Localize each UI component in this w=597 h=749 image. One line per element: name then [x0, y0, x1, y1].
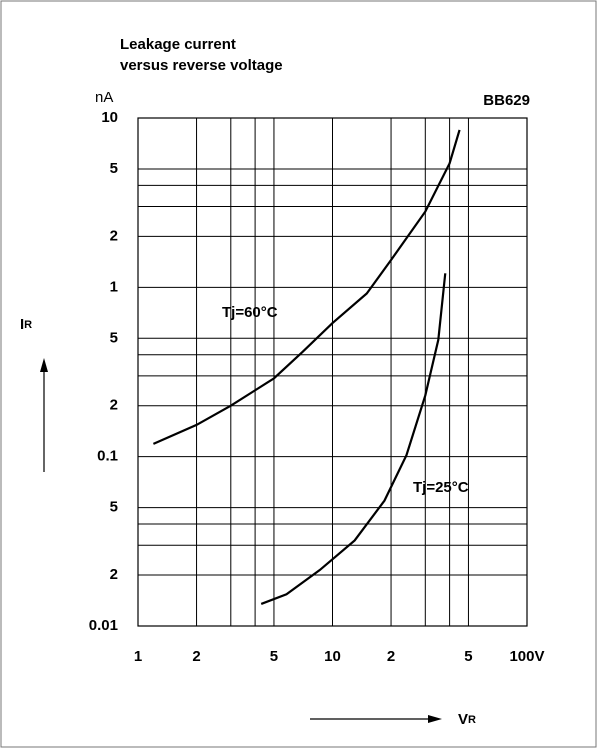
y-label-main: I [20, 316, 24, 333]
curve-label: Tj=60°C [222, 304, 278, 321]
curve-label: Tj=25°C [413, 479, 469, 496]
title-line: versus reverse voltage [120, 57, 283, 74]
y-unit: nA [95, 89, 113, 106]
y-tick-label: 5 [110, 329, 118, 346]
y-tick-label: 10 [101, 109, 118, 126]
curve [152, 129, 461, 445]
curve [260, 273, 447, 605]
part-label: BB629 [483, 92, 530, 109]
x-label-main: V [458, 711, 468, 728]
x-arrowhead [428, 715, 442, 723]
x-tick-label: 1 [134, 648, 142, 665]
title-line: Leakage current [120, 36, 236, 53]
x-label-sub: R [468, 714, 476, 726]
y-tick-label: 1 [110, 278, 118, 295]
x-tick-label: 10 [324, 648, 341, 665]
x-tick-label: 5 [464, 648, 472, 665]
x-label: VR [458, 711, 476, 728]
x-tick-label: 5 [270, 648, 278, 665]
y-tick-label: 2 [110, 566, 118, 583]
y-tick-label: 5 [110, 499, 118, 516]
y-tick-label: 0.01 [89, 617, 118, 634]
y-tick-label: 0.1 [97, 448, 118, 465]
x-tick-label: 100V [509, 648, 544, 665]
x-tick-label: 2 [192, 648, 200, 665]
y-label-sub: R [24, 319, 32, 331]
y-label: IR [20, 316, 32, 333]
y-tick-label: 2 [110, 397, 118, 414]
plot-frame [137, 117, 528, 627]
y-tick-label: 2 [110, 227, 118, 244]
y-arrowhead [40, 358, 48, 372]
y-tick-label: 5 [110, 160, 118, 177]
x-tick-label: 2 [387, 648, 395, 665]
